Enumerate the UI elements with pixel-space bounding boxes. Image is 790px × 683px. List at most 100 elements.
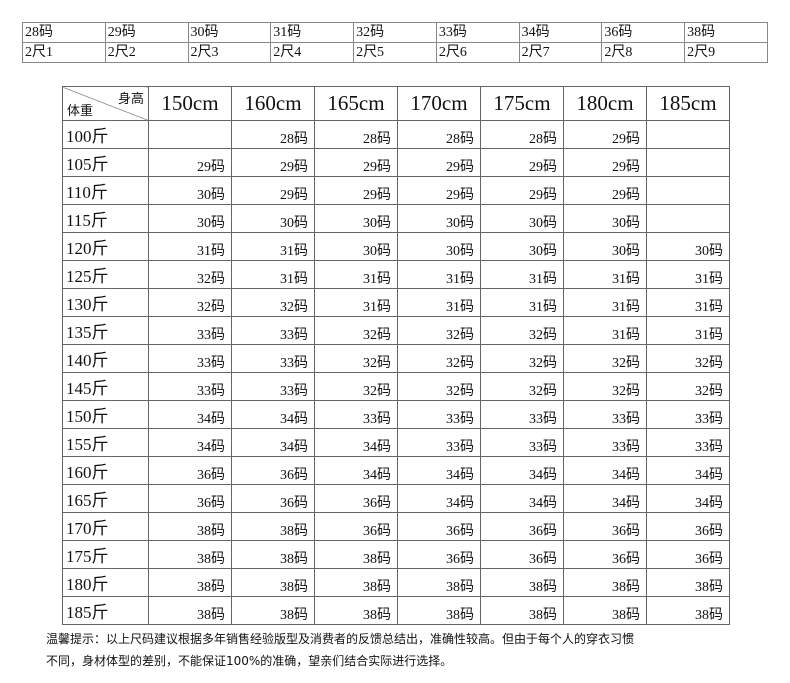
cell: 38码 bbox=[231, 512, 315, 541]
column-header: 180cm bbox=[563, 86, 647, 121]
cell bbox=[646, 120, 730, 149]
cell: 38码 bbox=[148, 568, 232, 597]
footer-note: 温馨提示：以上尺码建议根据多年销售经验版型及消费者的反馈总结出，准确性较高。但由… bbox=[46, 628, 634, 672]
row-label: 175斤 bbox=[62, 540, 149, 569]
row: 115斤 30码 30码 30码 30码 30码 30码 bbox=[62, 204, 730, 233]
footer-line: 温馨提示：以上尺码建议根据多年销售经验版型及消费者的反馈总结出，准确性较高。但由… bbox=[46, 632, 635, 646]
cell: 38码 bbox=[314, 596, 398, 625]
cell: 32码 bbox=[314, 316, 398, 345]
cell: 36码 bbox=[231, 456, 315, 485]
cell: 34码 bbox=[480, 484, 564, 513]
column-header: 165cm bbox=[314, 86, 398, 121]
cell: 36码 bbox=[480, 512, 564, 541]
cell: 33码 bbox=[148, 372, 232, 401]
cell bbox=[646, 148, 730, 177]
cell: 33码 bbox=[397, 428, 481, 457]
cell: 38码 bbox=[314, 540, 398, 569]
cell: 29码 bbox=[104, 22, 189, 43]
cell: 31码 bbox=[148, 232, 232, 261]
cell: 30码 bbox=[646, 232, 730, 261]
cell: 33码 bbox=[148, 316, 232, 345]
row-label: 100斤 bbox=[62, 120, 149, 149]
cell: 38码 bbox=[480, 568, 564, 597]
cell: 28码 bbox=[231, 120, 315, 149]
cell: 34码 bbox=[148, 428, 232, 457]
cell: 2尺6 bbox=[435, 42, 520, 63]
cell: 32码 bbox=[314, 344, 398, 373]
row-label: 150斤 bbox=[62, 400, 149, 429]
cell: 33码 bbox=[397, 400, 481, 429]
cell: 2尺2 bbox=[104, 42, 189, 63]
cell bbox=[646, 204, 730, 233]
cell: 29码 bbox=[563, 176, 647, 205]
row-label: 155斤 bbox=[62, 428, 149, 457]
row: 155斤 34码 34码 34码 33码 33码 33码 33码 bbox=[62, 428, 730, 457]
row-label: 180斤 bbox=[62, 568, 149, 597]
cell: 36码 bbox=[314, 484, 398, 513]
row: 105斤 29码 29码 29码 29码 29码 29码 bbox=[62, 148, 730, 177]
cell: 31码 bbox=[563, 260, 647, 289]
row: 170斤 38码 38码 36码 36码 36码 36码 36码 bbox=[62, 512, 730, 541]
cell: 38码 bbox=[646, 596, 730, 625]
cell: 30码 bbox=[563, 232, 647, 261]
cell: 33码 bbox=[314, 400, 398, 429]
cell: 32码 bbox=[397, 316, 481, 345]
column-header: 160cm bbox=[231, 86, 315, 121]
cell: 29码 bbox=[231, 176, 315, 205]
cell: 33码 bbox=[563, 400, 647, 429]
cell: 38码 bbox=[397, 596, 481, 625]
cell: 2尺3 bbox=[187, 42, 272, 63]
cell: 29码 bbox=[314, 176, 398, 205]
cell: 38码 bbox=[148, 512, 232, 541]
cell: 38码 bbox=[231, 568, 315, 597]
cell: 33码 bbox=[563, 428, 647, 457]
row-label: 125斤 bbox=[62, 260, 149, 289]
cell: 32码 bbox=[353, 22, 437, 43]
row-label: 145斤 bbox=[62, 372, 149, 401]
row: 145斤 33码 33码 32码 32码 32码 32码 32码 bbox=[62, 372, 730, 401]
cell: 31码 bbox=[397, 260, 481, 289]
cell: 32码 bbox=[563, 344, 647, 373]
row-label: 130斤 bbox=[62, 288, 149, 317]
cell: 36码 bbox=[148, 484, 232, 513]
cell: 38码 bbox=[148, 540, 232, 569]
row-label: 110斤 bbox=[62, 176, 149, 205]
cell: 30码 bbox=[187, 22, 272, 43]
row-label: 140斤 bbox=[62, 344, 149, 373]
cell: 36码 bbox=[601, 22, 686, 43]
cell: 31码 bbox=[646, 260, 730, 289]
cell: 32码 bbox=[148, 260, 232, 289]
row-label: 170斤 bbox=[62, 512, 149, 541]
cell: 29码 bbox=[231, 148, 315, 177]
cell: 31码 bbox=[270, 22, 355, 43]
footer-line: 不同，身材体型的差别，不能保证100%的准确，望亲们结合实际进行选择。 bbox=[46, 654, 453, 668]
corner-top: 身高 bbox=[117, 91, 144, 106]
cell: 36码 bbox=[231, 484, 315, 513]
cell: 33码 bbox=[231, 316, 315, 345]
cell: 29码 bbox=[563, 120, 647, 149]
row: 165斤 36码 36码 36码 34码 34码 34码 34码 bbox=[62, 484, 730, 513]
cell: 33码 bbox=[480, 428, 564, 457]
row: 130斤 32码 32码 31码 31码 31码 31码 31码 bbox=[62, 288, 730, 317]
cell: 30码 bbox=[480, 232, 564, 261]
cell: 38码 bbox=[646, 568, 730, 597]
column-header: 150cm bbox=[148, 86, 232, 121]
cell: 34码 bbox=[314, 428, 398, 457]
cell: 31码 bbox=[397, 288, 481, 317]
corner: 身高 体重 bbox=[62, 86, 149, 121]
cell: 30码 bbox=[397, 232, 481, 261]
cell: 34码 bbox=[480, 456, 564, 485]
row: 175斤 38码 38码 38码 36码 36码 36码 36码 bbox=[62, 540, 730, 569]
cell: 33码 bbox=[435, 22, 520, 43]
cell: 32码 bbox=[480, 344, 564, 373]
cell: 2尺9 bbox=[684, 42, 768, 63]
cell: 30码 bbox=[148, 176, 232, 205]
cell: 31码 bbox=[231, 260, 315, 289]
column-header: 185cm bbox=[646, 86, 730, 121]
cell: 30码 bbox=[314, 204, 398, 233]
cell: 32码 bbox=[397, 344, 481, 373]
cell: 31码 bbox=[563, 316, 647, 345]
cell: 32码 bbox=[563, 372, 647, 401]
cell: 38码 bbox=[231, 596, 315, 625]
